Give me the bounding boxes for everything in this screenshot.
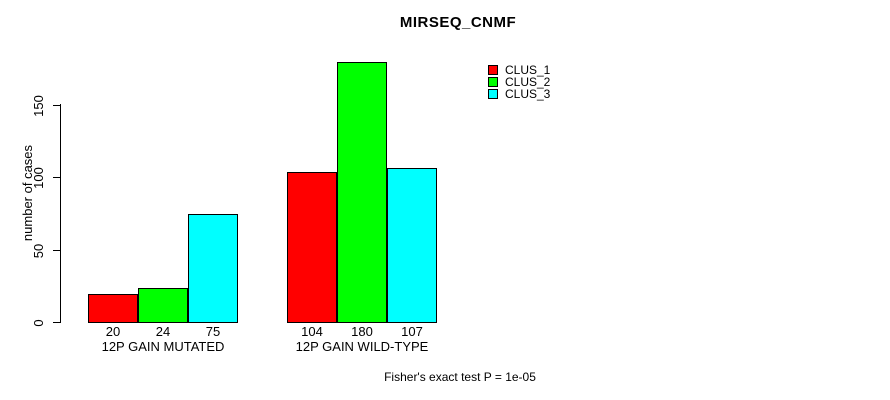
bar-value-clus-2-group-1: 180 xyxy=(351,324,373,339)
legend-label-clus-3: CLUS_3 xyxy=(505,87,551,101)
category-label-group-0: 12P GAIN MUTATED xyxy=(101,339,225,354)
y-axis-line xyxy=(60,104,61,323)
category-label-group-1: 12P GAIN WILD-TYPE xyxy=(295,339,429,354)
y-tick-mark-0 xyxy=(53,322,61,323)
bar-value-clus-1-group-0: 20 xyxy=(105,324,121,339)
footnote-fisher-test: Fisher's exact test P = 1e-05 xyxy=(384,370,536,384)
bar-clus-2-group-1 xyxy=(337,62,387,323)
y-tick-mark-100 xyxy=(53,177,61,178)
legend-item-clus-3: CLUS_3 xyxy=(488,88,550,100)
y-tick-label-0: 0 xyxy=(31,319,46,327)
bar-value-clus-1-group-1: 104 xyxy=(301,324,323,339)
bar-value-clus-2-group-0: 24 xyxy=(155,324,171,339)
legend-item-clus-1: CLUS_1 xyxy=(488,64,550,76)
bar-clus-1-group-0 xyxy=(88,294,138,323)
chart-title: MIRSEQ_CNMF xyxy=(399,14,517,31)
legend-item-clus-2: CLUS_2 xyxy=(488,76,550,88)
bar-clus-2-group-0 xyxy=(138,288,188,323)
legend-label-clus-1: CLUS_1 xyxy=(505,63,551,77)
legend: CLUS_1 CLUS_2 CLUS_3 xyxy=(488,64,550,100)
y-tick-label-100: 100 xyxy=(31,167,46,189)
bar-value-clus-3-group-0: 75 xyxy=(205,324,221,339)
y-tick-label-50: 50 xyxy=(31,243,46,259)
y-tick-mark-50 xyxy=(53,250,61,251)
bar-clus-3-group-1 xyxy=(387,168,437,323)
legend-label-clus-2: CLUS_2 xyxy=(505,75,551,89)
legend-swatch-clus-1 xyxy=(488,65,498,75)
legend-swatch-clus-3 xyxy=(488,89,498,99)
y-tick-label-150: 150 xyxy=(31,95,46,117)
y-tick-mark-150 xyxy=(53,105,61,106)
bar-clus-3-group-0 xyxy=(188,214,238,323)
bar-clus-1-group-1 xyxy=(287,172,337,323)
bar-value-clus-3-group-1: 107 xyxy=(401,324,423,339)
legend-swatch-clus-2 xyxy=(488,77,498,87)
